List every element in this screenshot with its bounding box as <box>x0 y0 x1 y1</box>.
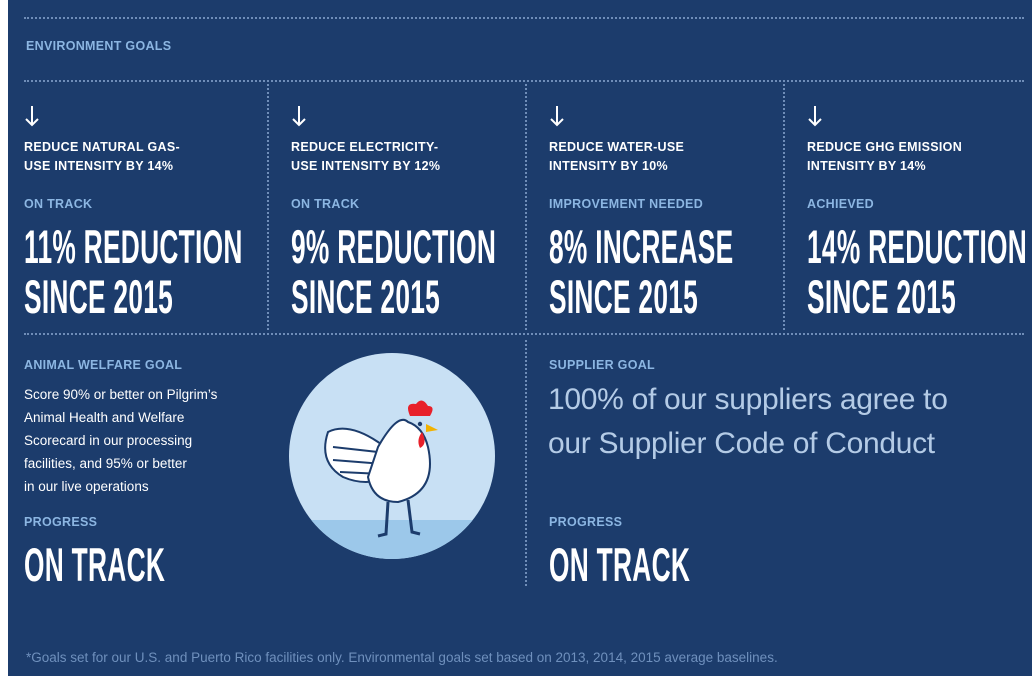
text-line: Animal Health and Welfare <box>24 406 217 429</box>
arrow <box>549 104 565 128</box>
result-line: SINCE 2015 <box>291 272 440 322</box>
result-line: SINCE 2015 <box>549 272 698 322</box>
goal-line: INTENSITY BY 14% <box>807 157 926 176</box>
chicken-illustration <box>288 352 498 562</box>
arrow-icon <box>24 104 40 128</box>
goal-line: USE INTENSITY BY 14% <box>24 157 173 176</box>
divider <box>24 17 1024 19</box>
arrow <box>291 104 307 128</box>
progress-label: PROGRESS <box>549 515 622 529</box>
text-line: 100% of our suppliers agree to <box>548 378 948 422</box>
divider <box>24 333 1024 335</box>
result-line: SINCE 2015 <box>24 272 173 322</box>
arrow <box>24 104 40 128</box>
status: ACHIEVED <box>807 197 874 211</box>
arrow-icon <box>807 104 823 128</box>
page: ENVIRONMENT GOALS REDUCE NATURAL GAS-USE… <box>0 0 1032 683</box>
infographic: ENVIRONMENT GOALS REDUCE NATURAL GAS-USE… <box>8 0 1032 676</box>
goal-line: INTENSITY BY 10% <box>549 157 668 176</box>
goal-text: 100% of our suppliers agree to our Suppl… <box>548 378 948 466</box>
result-line: 14% REDUCTION <box>807 222 1027 272</box>
result-line: 11% REDUCTION <box>24 222 243 272</box>
divider <box>24 80 1024 82</box>
text-line: facilities, and 95% or better <box>24 452 217 475</box>
text-line: in our live operations <box>24 475 217 498</box>
arrow <box>807 104 823 128</box>
goal-line: REDUCE GHG EMISSION <box>807 138 962 157</box>
goal-text: Score 90% or better on Pilgrim’s Animal … <box>24 383 217 498</box>
section-title: ANIMAL WELFARE GOAL <box>24 358 182 372</box>
result-line: 8% INCREASE <box>549 222 733 272</box>
goal-line: REDUCE NATURAL GAS- <box>24 138 180 157</box>
divider <box>783 84 785 330</box>
header-title: ENVIRONMENT GOALS <box>26 39 171 53</box>
status: ON TRACK <box>291 197 359 211</box>
progress-status: ON TRACK <box>549 540 690 590</box>
text-line: our Supplier Code of Conduct <box>548 422 948 466</box>
divider <box>267 84 269 330</box>
arrow-icon <box>549 104 565 128</box>
status: IMPROVEMENT NEEDED <box>549 197 703 211</box>
goal-line: REDUCE ELECTRICITY- <box>291 138 438 157</box>
section-title: SUPPLIER GOAL <box>549 358 655 372</box>
progress-status: ON TRACK <box>24 540 165 590</box>
divider <box>525 84 527 330</box>
progress-label: PROGRESS <box>24 515 97 529</box>
divider <box>525 340 527 586</box>
footnote: *Goals set for our U.S. and Puerto Rico … <box>26 650 778 665</box>
arrow-icon <box>291 104 307 128</box>
result-line: SINCE 2015 <box>807 272 956 322</box>
goal-line: REDUCE WATER-USE <box>549 138 684 157</box>
result-line: 9% REDUCTION <box>291 222 496 272</box>
text-line: Scorecard in our processing <box>24 429 217 452</box>
text-line: Score 90% or better on Pilgrim’s <box>24 383 217 406</box>
goal-line: USE INTENSITY BY 12% <box>291 157 440 176</box>
status: ON TRACK <box>24 197 92 211</box>
